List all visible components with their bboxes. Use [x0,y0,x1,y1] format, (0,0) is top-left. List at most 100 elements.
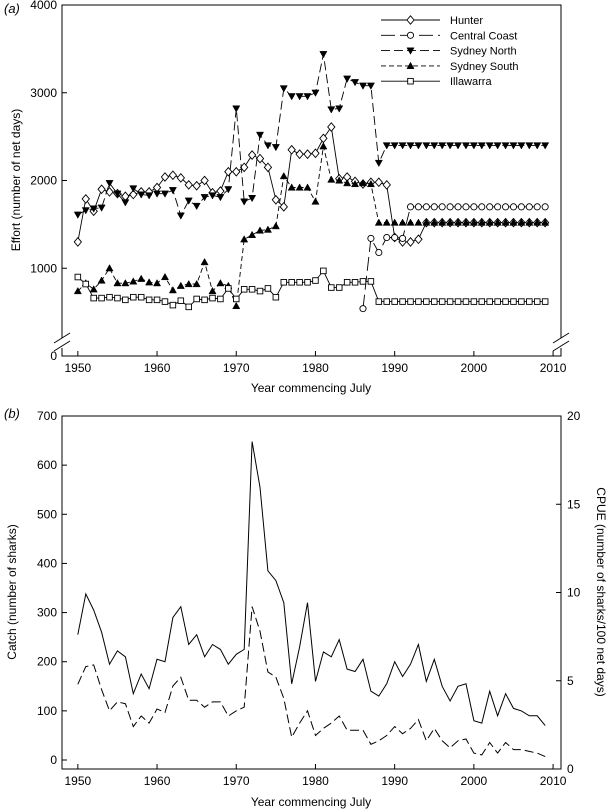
data-point [90,294,97,302]
data-point [271,194,281,205]
axis-break-mark [53,332,71,344]
data-point [295,93,304,101]
data-point [263,142,272,150]
data-point [446,298,454,305]
y-axis-label-a: Effort (number of net days) [9,109,23,252]
x-tick-label: 1950 [64,774,91,788]
data-point [121,279,130,287]
axis-break-mark [552,340,570,352]
data-point [272,293,280,301]
y2-axis-label-b: CPUE (number of sharks/100 net days) [594,487,608,696]
data-point [279,172,288,180]
series-sydney-south [73,142,550,310]
data-point [517,142,526,150]
data-point [240,286,248,293]
data-point [446,218,455,226]
data-point [343,75,352,83]
panel-label-b: (b) [4,406,20,421]
data-point [73,237,83,247]
data-point [351,279,359,286]
data-point [374,177,384,188]
data-point [153,279,162,287]
data-point [160,172,170,182]
data-point [296,279,303,286]
data-point [129,185,138,193]
data-point [184,197,193,205]
data-point [533,142,542,150]
data-point [462,203,470,211]
data-point [169,301,177,309]
y-tick-label: 500 [37,507,57,521]
data-point [485,142,494,150]
data-point [145,278,154,286]
data-point [177,297,185,304]
data-point [478,298,486,305]
data-point [81,207,90,215]
data-point [501,142,510,150]
data-point [422,142,431,150]
y-tick-label: 700 [37,409,57,423]
legend-marker [406,47,415,55]
data-point [303,149,312,160]
data-point [414,218,423,226]
data-point [382,218,391,226]
data-point [438,218,447,226]
data-point [351,179,360,188]
data-point [192,180,201,191]
data-point [430,203,438,211]
data-point [209,294,216,302]
data-point [216,279,225,287]
data-point [494,298,501,305]
legend-entry: Illawarra [381,76,492,88]
data-point [375,248,383,257]
data-point [113,190,122,198]
data-point [399,234,407,242]
axis-break-mark [53,340,71,352]
y2-tick-label: 0 [567,762,574,776]
data-point [287,183,296,191]
data-point [232,105,241,113]
y-tick-label: 4000 [30,0,57,12]
data-point [541,142,550,150]
legend-marker [406,31,415,39]
data-point [295,183,304,191]
data-point [288,279,295,286]
legend-entry: Sydney South [381,61,519,73]
data-point [446,142,455,150]
data-point [391,233,399,242]
data-point [224,166,233,177]
x-axis-label-b: Year commencing July [251,795,371,809]
data-point [486,298,493,305]
data-point [335,176,344,184]
legend-label: Sydney North [450,46,517,58]
data-point [335,284,343,291]
data-point [130,293,137,301]
data-point [438,142,447,150]
data-point [137,293,145,301]
catch-series-line [77,441,546,726]
data-point [225,285,232,292]
data-point [422,218,431,226]
y-tick-label: 0 [50,349,57,363]
data-point [185,303,192,311]
y-tick-label: 200 [37,655,57,669]
data-point [414,234,423,245]
data-point [493,218,502,226]
data-point [97,184,106,195]
data-point [430,218,439,226]
data-point [279,201,288,212]
legend-label: Sydney South [450,61,519,73]
data-point [430,142,439,150]
data-point [431,298,438,305]
x-tick-label: 2000 [461,361,488,375]
data-point [153,190,162,198]
data-point [168,286,177,294]
y-tick-label: 600 [37,458,57,472]
data-point [280,279,288,286]
data-point [509,218,518,226]
data-point [469,142,478,150]
y-tick-label: 300 [37,606,57,620]
data-point [248,286,256,293]
data-point [176,172,186,183]
